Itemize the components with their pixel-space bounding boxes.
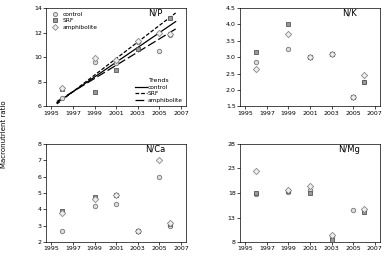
Title: N/P: N/P	[148, 9, 163, 18]
Text: Macronutrient ratio: Macronutrient ratio	[1, 101, 7, 168]
Title: N/Ca: N/Ca	[146, 145, 166, 154]
Legend: control, SRF, amphibolite: control, SRF, amphibolite	[134, 78, 184, 104]
Title: N/Mg: N/Mg	[338, 145, 360, 154]
Title: N/K: N/K	[342, 9, 357, 18]
